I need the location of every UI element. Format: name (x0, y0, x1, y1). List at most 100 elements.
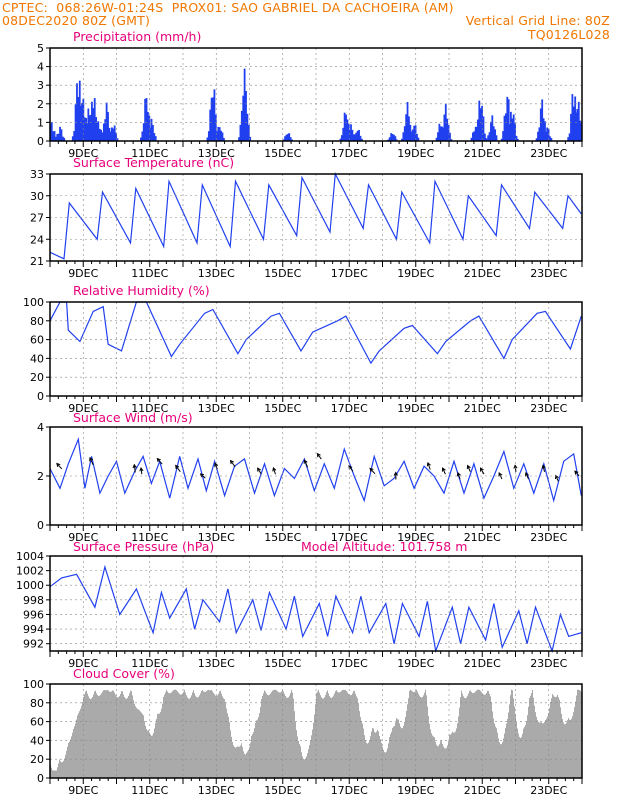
cloud-column (410, 689, 411, 778)
cloud-column (121, 690, 122, 778)
cloud-column (531, 693, 532, 778)
humidity-line (49, 301, 582, 365)
precip-bar (516, 138, 519, 141)
cloud-column (278, 692, 279, 778)
cloud-column (574, 707, 575, 778)
y-tick-label: 20 (30, 753, 44, 766)
precip-bar (443, 114, 446, 141)
humidity-panel: 0 20 40 60 80 100 9DEC 11DEC 13DEC 15DEC 17DEC 19DE… (23, 283, 583, 415)
cloud-column (550, 701, 551, 778)
cloud-column (553, 695, 554, 778)
precip-bar (246, 113, 249, 141)
cloud-column (237, 746, 238, 778)
cloud-column (97, 695, 98, 778)
cloud-column (461, 690, 462, 778)
y-tick-label: 60 (30, 334, 44, 347)
precip-bar (473, 131, 476, 141)
cloud-column (476, 690, 477, 778)
y-tick-label: 40 (30, 352, 44, 365)
x-tick-label: 15DEC (264, 531, 301, 544)
cloud-column (270, 693, 271, 778)
cloud-column (491, 702, 492, 778)
precip-bar (108, 127, 111, 141)
cloud-column (479, 689, 480, 778)
cloud-column (262, 695, 263, 778)
precip-bar (84, 125, 87, 141)
cloud-column (274, 689, 275, 778)
cloud-column (241, 743, 242, 778)
cloud-column (432, 735, 433, 778)
precip-bar (482, 116, 485, 141)
cloud-column (364, 735, 365, 778)
x-tick-label: 19DEC (397, 531, 434, 544)
precip-bar (352, 138, 355, 141)
precip-bar (446, 118, 449, 141)
precip-bar (502, 131, 504, 141)
precip-bar (110, 127, 113, 141)
cloud-column (299, 744, 300, 778)
cloud-column (571, 718, 572, 778)
precip-bar (450, 139, 453, 141)
cloud-column (202, 690, 203, 778)
cloud-column (232, 741, 233, 778)
cloud-column (341, 690, 342, 778)
cloud-column (344, 689, 345, 778)
precip-bar (214, 137, 217, 141)
y-tick-label: 80 (30, 697, 44, 710)
precip-bar (345, 114, 347, 141)
cloud-column (572, 716, 573, 778)
precip-bar (60, 129, 63, 141)
cloud-column (436, 744, 437, 778)
cloud-column (414, 691, 415, 778)
cloud-column (179, 693, 180, 778)
cloud-column (158, 713, 159, 778)
cloud-column (253, 732, 254, 778)
precip-bar (91, 101, 93, 141)
cloud-column (228, 716, 229, 778)
precip-bar (514, 123, 516, 141)
wind-arrow-head (132, 463, 137, 469)
cloud-column (437, 746, 438, 778)
precip-bar (408, 116, 410, 141)
cloud-column (308, 749, 309, 778)
x-tick-label: 17DEC (331, 784, 368, 797)
precip-bar (500, 138, 503, 141)
cloud-column (488, 691, 489, 778)
cloud-column (397, 719, 398, 778)
cloud-column (142, 714, 143, 778)
cloud-column (133, 700, 134, 778)
cloud-column (539, 722, 540, 778)
cloud-column (544, 721, 545, 778)
cloud-column (165, 692, 166, 778)
temperature-line (49, 171, 582, 260)
wind-title: Surface Wind (m/s) (73, 410, 193, 425)
cloud-column (319, 692, 320, 778)
cloud-column (307, 753, 308, 778)
wind-arrow-head (369, 467, 374, 472)
cloud-column (173, 690, 174, 778)
x-tick-label: 15DEC (264, 147, 301, 160)
cloud-column (275, 689, 276, 778)
precip-bar (487, 135, 490, 141)
y-tick-label: 33 (30, 168, 44, 181)
cloud-column (313, 722, 314, 778)
cloud-column (210, 690, 211, 778)
cloud-column (448, 741, 449, 778)
cloud-column (137, 708, 138, 778)
cloud-column (284, 693, 285, 778)
cloud-column (125, 698, 126, 778)
x-tick-label: 19DEC (397, 267, 434, 280)
precip-bar (288, 133, 291, 141)
cloud-column (345, 689, 346, 778)
cloud-column (399, 723, 400, 778)
precip-bar (215, 134, 218, 141)
precip-bar (579, 120, 582, 141)
x-tick-label: 21DEC (464, 147, 501, 160)
cloud-column (312, 729, 313, 778)
cloud-column (469, 691, 470, 778)
precip-bar (535, 138, 538, 141)
x-tick-label: 19DEC (397, 402, 434, 415)
cloud-column (471, 692, 472, 778)
x-tick-label: 17DEC (331, 267, 368, 280)
